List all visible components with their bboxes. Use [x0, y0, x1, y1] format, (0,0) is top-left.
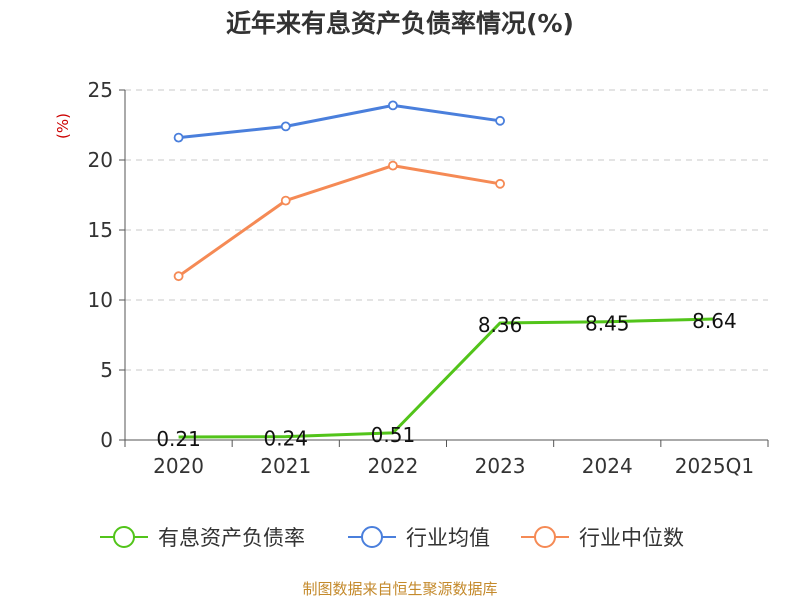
data-label: 8.64: [692, 309, 737, 333]
series-line: [177, 164, 501, 278]
series-point: [173, 132, 184, 143]
series-line: [178, 317, 715, 439]
x-tick-label: 2020: [153, 454, 204, 478]
series-point: [173, 271, 184, 282]
data-labels: 0.21 0.24 0.51 8.36 8.45 8.64: [156, 309, 736, 451]
series-point: [495, 115, 505, 126]
chart-title: 近年来有息资产负债率情况(%): [226, 9, 574, 38]
y-tick-label: 20: [88, 148, 113, 172]
legend-label: 行业中位数: [579, 526, 684, 550]
data-label: 8.36: [478, 313, 523, 337]
legend-marker: [113, 526, 135, 548]
series-point: [388, 100, 398, 111]
data-label: 0.21: [156, 427, 201, 451]
data-label: 0.24: [263, 427, 308, 451]
y-tick-label: 10: [88, 288, 113, 312]
series-point: [280, 195, 291, 206]
x-tick-label: 2021: [260, 454, 311, 478]
legend-marker: [361, 526, 383, 548]
y-axis-label: (%): [54, 113, 72, 139]
data-label: 8.45: [585, 312, 630, 336]
series-point: [495, 178, 505, 189]
y-tick-label: 25: [88, 78, 113, 102]
series-point: [388, 160, 398, 171]
source-note: 制图数据来自恒生聚源数据库: [302, 580, 498, 598]
legend-marker: [534, 526, 556, 548]
legend-label: 行业均值: [406, 526, 490, 550]
x-tick-label: 2024: [582, 454, 633, 478]
x-tick-label: 2023: [475, 454, 526, 478]
y-tick-label: 5: [100, 358, 113, 382]
series-group: [173, 100, 715, 439]
legend-label: 有息资产负债率: [158, 526, 305, 550]
y-tick-label: 0: [100, 428, 113, 452]
grid-lines: [125, 89, 768, 371]
legend: 有息资产负债率 行业均值 行业中位数: [100, 526, 684, 550]
series-point: [280, 121, 291, 132]
data-label: 0.51: [371, 423, 416, 447]
x-tick-label: 2022: [367, 454, 418, 478]
x-tick-label: 2025Q1: [675, 454, 754, 478]
axes: 0 5 10 15 20 25 (%) 2020 2021 2022 2023 2024 2025Q1: [54, 78, 769, 478]
y-tick-label: 15: [88, 218, 113, 242]
series-line: [178, 103, 501, 140]
